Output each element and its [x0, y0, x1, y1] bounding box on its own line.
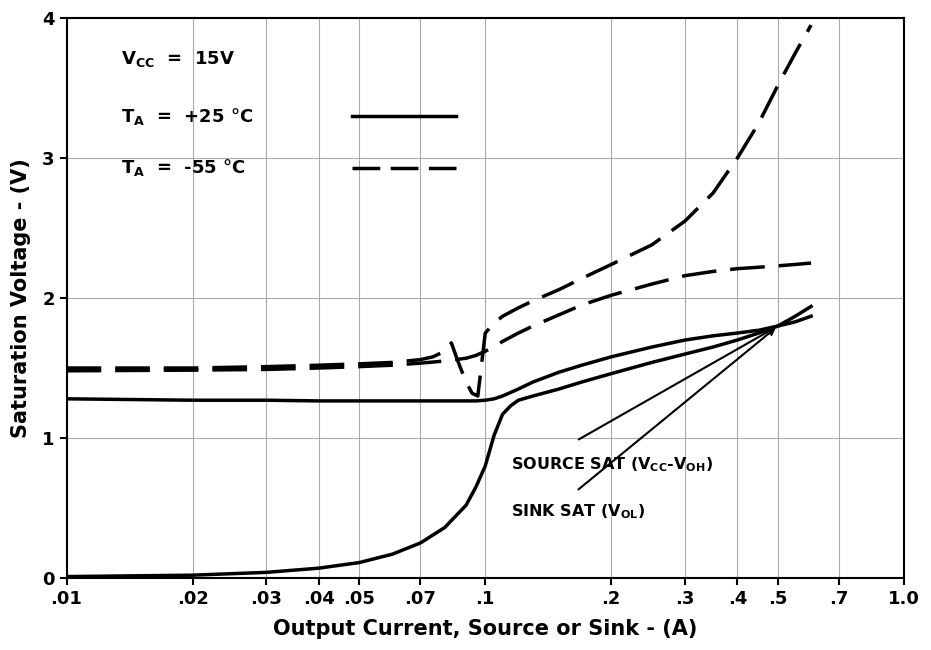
Text: V$_{\mathregular{CC}}$  =  15V: V$_{\mathregular{CC}}$ = 15V — [121, 49, 236, 69]
Y-axis label: Saturation Voltage - (V): Saturation Voltage - (V) — [11, 158, 31, 438]
Text: T$_{\mathregular{A}}$  =  +25 °C: T$_{\mathregular{A}}$ = +25 °C — [121, 105, 253, 127]
Text: SINK SAT (V$_{\mathregular{OL}}$): SINK SAT (V$_{\mathregular{OL}}$) — [511, 502, 644, 521]
Text: SOURCE SAT (V$_{\mathregular{CC}}$-V$_{\mathregular{OH}}$): SOURCE SAT (V$_{\mathregular{CC}}$-V$_{\… — [511, 455, 713, 473]
X-axis label: Output Current, Source or Sink - (A): Output Current, Source or Sink - (A) — [273, 619, 697, 639]
Text: T$_{\mathregular{A}}$  =  -55 °C: T$_{\mathregular{A}}$ = -55 °C — [121, 157, 246, 178]
